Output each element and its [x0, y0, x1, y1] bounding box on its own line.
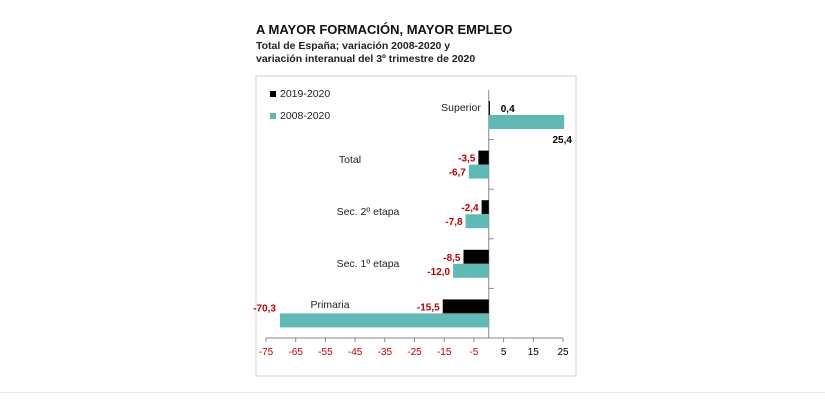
- bar-2008-2020: [488, 115, 565, 129]
- x-tick-label: -75: [259, 347, 274, 358]
- legend-entry: 2008-2020: [280, 110, 330, 122]
- bar-2019-2020: [478, 150, 489, 165]
- page-divider: [0, 392, 825, 393]
- data-label: -15,5: [417, 302, 440, 313]
- chart-title: A MAYOR FORMACIÓN, MAYOR EMPLEO: [256, 22, 513, 37]
- x-tick-label: -55: [318, 347, 333, 358]
- legend-swatch: [270, 91, 276, 97]
- legend-swatch: [270, 113, 276, 119]
- x-tick-label: 15: [528, 347, 540, 358]
- bar-2019-2020: [442, 299, 489, 314]
- x-tick-label: -25: [407, 347, 422, 358]
- category-label: Sec. 2º etapa: [337, 206, 400, 218]
- bar-2008-2020: [465, 214, 489, 229]
- x-tick-label: -65: [288, 347, 303, 358]
- x-tick-label: 25: [557, 347, 569, 358]
- bar-2008-2020: [453, 263, 489, 278]
- x-tick-label: -15: [437, 347, 452, 358]
- data-label: -8,5: [443, 253, 461, 264]
- chart-subtitle-line-2: variación interanual del 3º trimestre de…: [256, 53, 476, 65]
- x-tick-label: -35: [378, 347, 393, 358]
- data-label: -6,7: [449, 168, 467, 179]
- category-label: Primaria: [310, 299, 349, 311]
- category-label: Superior: [441, 102, 481, 114]
- legend-entry: 2019-2020: [280, 88, 330, 100]
- bar-2019-2020: [488, 101, 490, 115]
- x-tick-label: 5: [501, 347, 507, 358]
- x-tick-label: -5: [469, 347, 478, 358]
- category-label: Sec. 1º etapa: [337, 258, 400, 270]
- bar-2019-2020: [463, 249, 489, 264]
- data-label: 0,4: [501, 104, 515, 115]
- chart-subtitle-line-1: Total de España; variación 2008-2020 y: [256, 40, 451, 52]
- title-block: A MAYOR FORMACIÓN, MAYOR EMPLEO Total de…: [256, 22, 512, 66]
- category-label: Total: [339, 154, 361, 166]
- data-label: -3,5: [458, 154, 476, 165]
- data-label: 25,4: [552, 135, 572, 146]
- data-label: -12,0: [427, 267, 450, 278]
- bar-2008-2020: [279, 313, 489, 328]
- data-label: -70,3: [253, 303, 276, 314]
- plot-frame: [255, 75, 577, 377]
- bar-2008-2020: [468, 164, 489, 179]
- data-label: -7,8: [445, 217, 463, 228]
- x-tick-label: -45: [348, 347, 363, 358]
- bar-2019-2020: [481, 200, 489, 215]
- data-label: -2,4: [461, 203, 479, 214]
